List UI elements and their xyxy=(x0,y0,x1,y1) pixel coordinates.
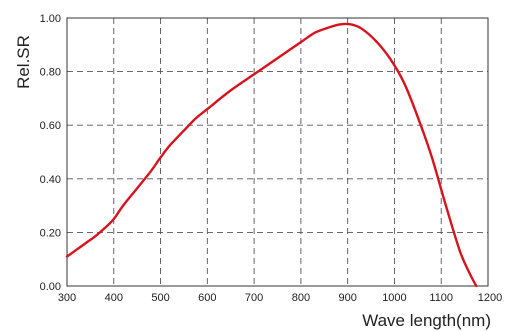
y-axis-title: Rel.SR xyxy=(14,35,33,89)
plot-frame xyxy=(66,17,489,287)
x-axis-title: Wave length(nm) xyxy=(362,311,491,330)
y-tick-label: 0.40 xyxy=(40,174,61,186)
y-tick-label: 0.60 xyxy=(40,120,61,132)
x-tick-label: 800 xyxy=(292,292,310,304)
series-line xyxy=(65,22,478,288)
grid xyxy=(67,18,488,286)
x-tick-label: 1200 xyxy=(478,292,502,304)
x-tick-label: 1100 xyxy=(429,292,453,304)
y-tick-label: 0.80 xyxy=(40,67,61,79)
x-tick-label: 500 xyxy=(151,292,169,304)
y-tick-labels: 0.00 0.20 0.40 0.60 0.80 1.00 xyxy=(40,13,61,293)
x-tick-label: 700 xyxy=(245,292,263,304)
y-tick-label: 0.00 xyxy=(40,281,61,293)
x-tick-label: 400 xyxy=(105,292,123,304)
x-tick-label: 900 xyxy=(338,292,356,304)
x-tick-label: 300 xyxy=(58,292,76,304)
x-tick-labels: 300 400 500 600 700 800 900 1000 1100 1200 xyxy=(58,292,502,304)
x-tick-label: 1000 xyxy=(382,292,406,304)
y-tick-label: 1.00 xyxy=(40,13,61,25)
y-tick-label: 0.20 xyxy=(40,227,61,239)
x-tick-label: 600 xyxy=(198,292,216,304)
